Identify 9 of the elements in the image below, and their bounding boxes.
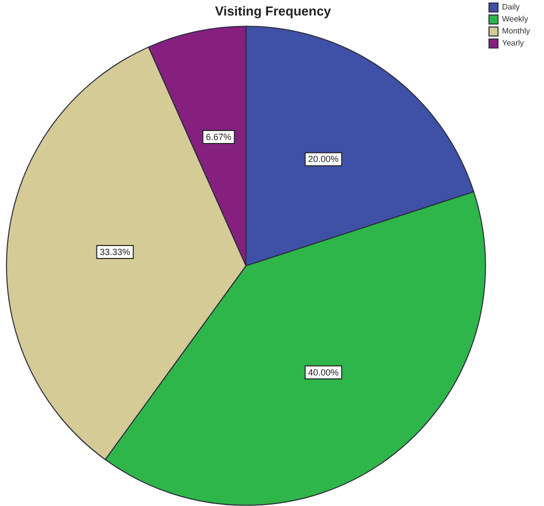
data-label: 40.00% — [308, 367, 339, 378]
data-label: 20.00% — [308, 154, 339, 164]
data-label: 6.67% — [206, 132, 232, 142]
data-label: 33.33% — [100, 247, 130, 258]
chart-title: Visiting Frequency — [214, 3, 332, 18]
legend-label: Weekly — [502, 14, 528, 24]
legend-label: Daily — [502, 2, 520, 12]
legend-label: Monthly — [502, 26, 530, 36]
legend-label: Yearly — [502, 38, 524, 48]
